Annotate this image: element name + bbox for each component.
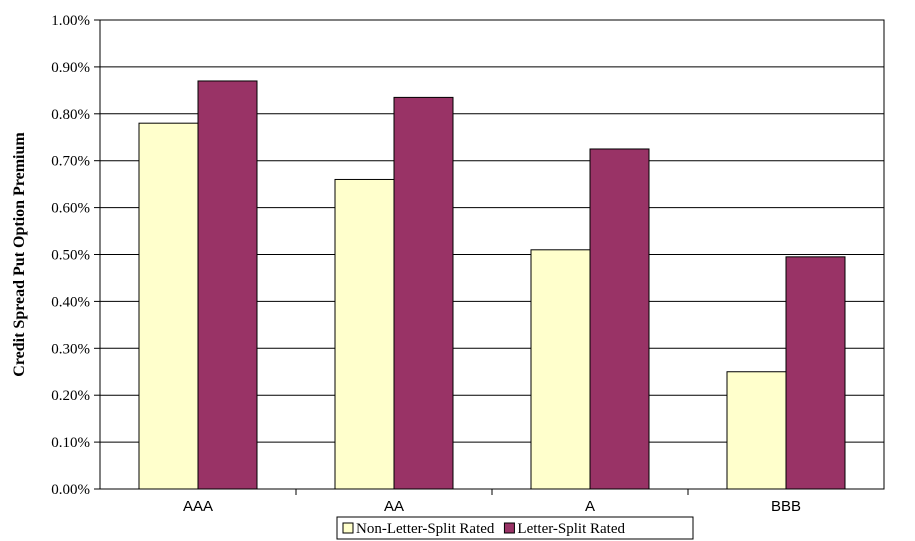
bar-a-series-2 — [589, 148, 650, 490]
bars — [138, 80, 846, 490]
y-tick-label: 0.20% — [51, 388, 90, 404]
bar-aaa-series-2 — [197, 80, 258, 490]
legend: Non-Letter-Split Rated Letter-Split Rated — [336, 516, 694, 540]
y-tick-label: 0.70% — [51, 154, 90, 170]
y-tick-label: 0.90% — [51, 60, 90, 76]
y-tick-label: 0.40% — [51, 294, 90, 310]
bar-a-series-1 — [530, 249, 591, 490]
y-tick-label: 0.80% — [51, 107, 90, 123]
y-axis-ticks: 0.00% 0.10% 0.20% 0.30% 0.40% 0.50% 0.60% 0.70%… — [51, 13, 100, 498]
x-tick-label: AA — [384, 498, 404, 515]
y-tick-label: 0.50% — [51, 248, 90, 264]
y-tick-label: 0.00% — [51, 482, 90, 498]
x-tick-label: AAA — [183, 498, 213, 515]
bar-aaa-series-1 — [138, 122, 199, 490]
y-axis-title: Credit Spread Put Option Premium — [11, 132, 28, 377]
legend-label: Letter-Split Rated — [517, 521, 625, 537]
bar-bbb-series-1 — [726, 371, 787, 490]
y-tick-label: 0.10% — [51, 435, 90, 451]
legend-box — [336, 516, 694, 540]
x-tick-label: A — [585, 498, 595, 515]
legend-label: Non-Letter-Split Rated — [356, 521, 495, 537]
legend-swatch — [342, 522, 354, 534]
bar-aa-series-2 — [393, 96, 454, 490]
bar-aa-series-1 — [334, 178, 395, 490]
x-axis-labels: AAA AA A BBB — [183, 489, 801, 515]
y-tick-label: 1.00% — [51, 13, 90, 29]
x-tick-label: BBB — [771, 498, 801, 515]
y-tick-label: 0.30% — [51, 341, 90, 357]
bar-bbb-series-2 — [785, 256, 846, 490]
legend-swatch — [503, 522, 515, 534]
y-tick-label: 0.60% — [51, 201, 90, 217]
